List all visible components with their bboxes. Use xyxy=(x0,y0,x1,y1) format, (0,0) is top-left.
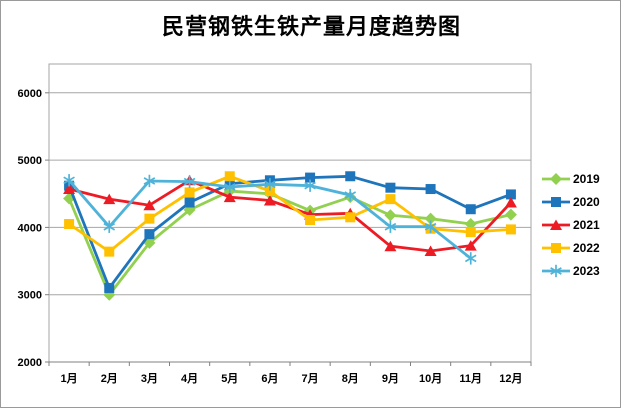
diamond-marker-icon xyxy=(504,208,517,221)
x-tick-label: 12月 xyxy=(499,372,522,385)
square-marker-icon xyxy=(305,214,316,225)
asterisk-marker-icon xyxy=(464,254,477,263)
legend-item-2021: 2021 xyxy=(541,213,619,236)
series-line xyxy=(67,189,512,298)
x-tick-label: 7月 xyxy=(302,372,319,385)
diamond-marker-icon xyxy=(384,209,397,222)
legend-label: 2020 xyxy=(573,194,600,209)
x-tick-label: 3月 xyxy=(141,372,158,385)
square-marker-icon xyxy=(505,224,516,235)
triangle-marker-icon xyxy=(103,193,116,205)
square-marker-icon xyxy=(385,194,396,205)
diamond-marker-icon xyxy=(550,172,562,185)
square-marker-icon xyxy=(305,172,316,183)
triangle-marker-icon xyxy=(424,245,437,256)
y-tick-label: 6000 xyxy=(18,88,42,100)
legend-item-2020: 2020 xyxy=(541,190,619,213)
triangle-marker-icon xyxy=(63,183,76,195)
square-marker-icon xyxy=(551,242,561,253)
series-2023 xyxy=(63,174,477,265)
square-marker-icon xyxy=(505,189,516,200)
legend-key-icon xyxy=(542,172,570,185)
diamond-marker-icon xyxy=(424,212,437,225)
series-line xyxy=(68,178,512,253)
asterisk-marker-icon xyxy=(384,222,397,231)
triangle-marker-icon xyxy=(384,240,397,252)
square-marker-icon xyxy=(184,187,195,198)
triangle-marker-icon xyxy=(504,196,517,208)
square-marker-icon xyxy=(144,213,155,224)
x-tick-label: 4月 xyxy=(181,372,198,385)
square-marker-icon xyxy=(264,186,275,197)
asterisk-marker-icon xyxy=(424,222,437,231)
asterisk-marker-icon xyxy=(550,266,562,275)
y-tick-label: 2000 xyxy=(18,357,42,369)
square-marker-icon xyxy=(345,212,356,223)
legend-key-icon xyxy=(542,242,570,253)
y-tick-label: 3000 xyxy=(18,290,42,302)
diamond-marker-icon xyxy=(464,218,477,231)
x-tick-label: 10月 xyxy=(419,372,442,385)
triangle-marker-icon xyxy=(464,240,477,251)
square-marker-icon xyxy=(224,171,235,182)
asterisk-marker-icon xyxy=(264,180,276,189)
square-marker-icon xyxy=(465,204,476,215)
series-line xyxy=(67,174,512,291)
square-marker-icon xyxy=(385,182,396,193)
triangle-marker-icon xyxy=(263,194,276,206)
legend-key-icon xyxy=(542,219,570,230)
square-marker-icon xyxy=(551,196,561,207)
asterisk-marker-icon xyxy=(63,176,75,185)
series-2021 xyxy=(63,174,517,256)
legend-label: 2022 xyxy=(573,240,600,255)
asterisk-marker-icon xyxy=(344,191,357,199)
series-line xyxy=(68,174,511,254)
legend-item-2022: 2022 xyxy=(541,236,619,259)
x-tick-label: 8月 xyxy=(342,372,359,385)
x-tick-label: 9月 xyxy=(382,372,399,385)
legend-label: 2023 xyxy=(573,263,600,278)
x-tick-label: 6月 xyxy=(261,372,278,385)
chart-legend: 2019 2020 2021 2022 2023 xyxy=(541,167,619,282)
triangle-marker-icon xyxy=(223,191,236,203)
square-marker-icon xyxy=(144,229,155,240)
asterisk-marker-icon xyxy=(183,177,196,186)
square-marker-icon xyxy=(345,171,356,182)
x-tick-label: 11月 xyxy=(459,372,482,385)
legend-label: 2021 xyxy=(573,217,600,232)
square-marker-icon xyxy=(184,197,195,208)
square-marker-icon xyxy=(465,227,476,238)
square-marker-icon xyxy=(104,246,115,257)
x-tick-label: 2月 xyxy=(101,372,118,385)
triangle-marker-icon xyxy=(550,219,562,230)
square-marker-icon xyxy=(104,282,115,293)
square-marker-icon xyxy=(64,219,75,230)
x-tick-label: 1月 xyxy=(61,372,78,385)
asterisk-marker-icon xyxy=(304,181,316,190)
square-marker-icon xyxy=(425,184,436,195)
legend-item-2023: 2023 xyxy=(541,259,619,282)
legend-key-icon xyxy=(542,264,570,277)
y-tick-label: 5000 xyxy=(18,155,42,167)
legend-label: 2019 xyxy=(573,171,600,186)
chart-title: 民营钢铁生铁产量月度趋势图 xyxy=(161,14,461,39)
asterisk-marker-icon xyxy=(103,222,116,231)
y-tick-label: 4000 xyxy=(18,222,42,234)
triangle-marker-icon xyxy=(143,199,156,211)
asterisk-marker-icon xyxy=(143,177,156,185)
asterisk-marker-icon xyxy=(223,183,236,191)
x-tick-label: 5月 xyxy=(221,372,238,385)
legend-item-2019: 2019 xyxy=(541,167,619,190)
legend-key-icon xyxy=(542,196,570,207)
